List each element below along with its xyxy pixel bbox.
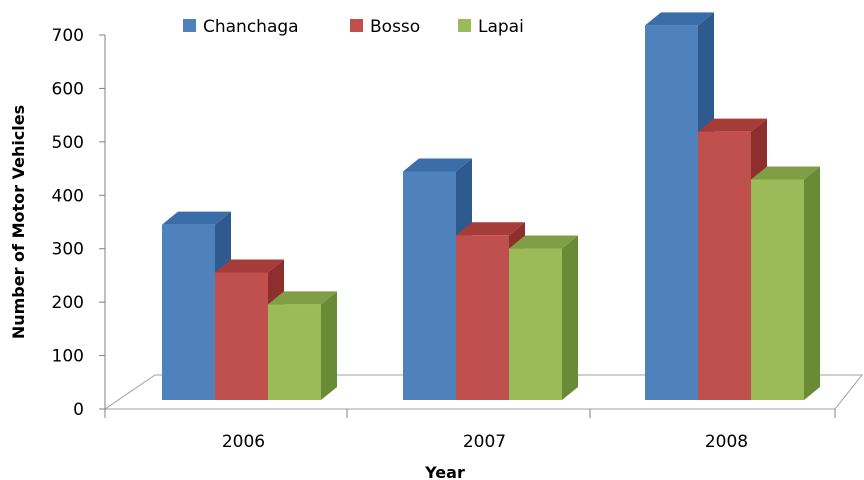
bar (509, 235, 578, 400)
legend-swatch (458, 19, 471, 32)
bar-front (162, 224, 215, 400)
legend-swatch (183, 19, 196, 32)
legend: Chanchaga Bosso Lapai (183, 17, 524, 37)
bar-front (698, 131, 751, 400)
bar-side (804, 166, 820, 400)
legend-item: Chanchaga (183, 17, 299, 37)
x-tick-label: 2006 (222, 432, 265, 452)
legend-item: Lapai (458, 17, 524, 37)
x-axis: 2006 2007 2008 (104, 409, 836, 452)
y-tick-label: 100 (52, 347, 84, 367)
y-tick-label: 0 (73, 400, 84, 420)
x-tick-label: 2007 (463, 432, 506, 452)
legend-item: Bosso (350, 17, 420, 37)
y-tick-label: 400 (52, 186, 84, 206)
bar-top (215, 259, 284, 273)
bar-top (162, 211, 231, 225)
bar-top (509, 235, 578, 249)
x-tick-label: 2008 (705, 432, 748, 452)
bar-front (268, 304, 321, 400)
y-tick-label: 200 (52, 293, 84, 313)
bar-top (456, 222, 525, 236)
legend-label: Chanchaga (203, 17, 299, 37)
bars (162, 12, 820, 400)
bar-top (645, 12, 714, 26)
y-axis: 0 100 200 300 400 500 600 700 (52, 26, 106, 420)
bar-top (403, 158, 472, 172)
bar-top (751, 166, 820, 180)
bar-front (509, 248, 562, 400)
y-axis-title: Number of Motor Vehicles (9, 105, 28, 339)
legend-swatch (350, 19, 363, 32)
bar-front (645, 25, 698, 400)
y-tick-label: 500 (52, 133, 84, 153)
bar-side (562, 235, 578, 400)
bar (162, 211, 231, 400)
bar-top (698, 118, 767, 132)
y-tick-label: 300 (52, 240, 84, 260)
bar (751, 166, 820, 400)
bar-top (268, 291, 337, 305)
y-tick-label: 600 (52, 79, 84, 99)
legend-label: Bosso (370, 17, 420, 37)
bar (268, 291, 337, 400)
bar-front (456, 235, 509, 400)
x-axis-title: Year (424, 463, 465, 480)
bar-front (403, 171, 456, 400)
bar-front (751, 179, 804, 400)
y-tick-label: 700 (52, 26, 84, 46)
bar-side (321, 291, 337, 400)
bar-front (215, 272, 268, 400)
legend-label: Lapai (478, 17, 524, 37)
